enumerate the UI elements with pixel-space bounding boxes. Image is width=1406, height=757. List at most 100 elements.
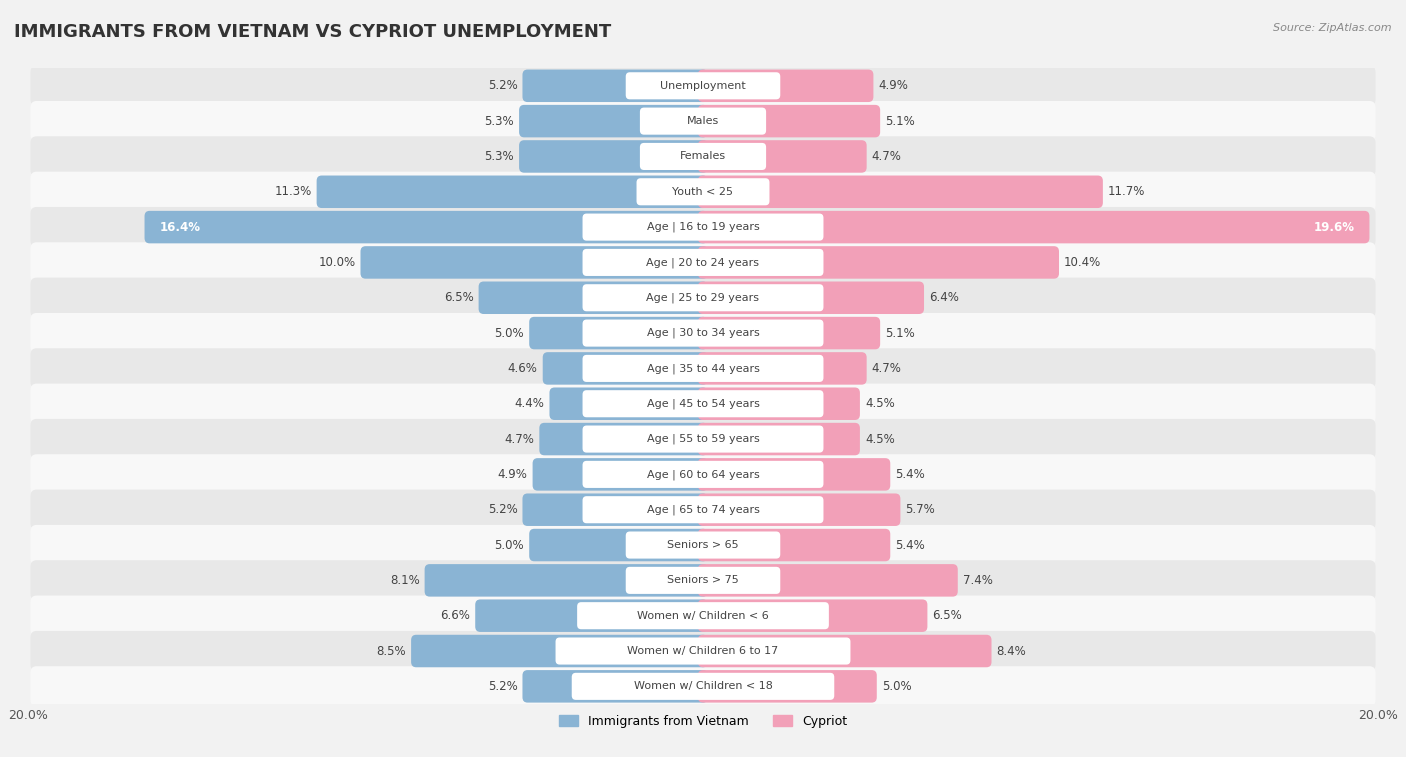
Text: Age | 25 to 29 years: Age | 25 to 29 years	[647, 292, 759, 303]
Text: 5.2%: 5.2%	[488, 503, 517, 516]
FancyBboxPatch shape	[697, 352, 866, 385]
Text: 6.5%: 6.5%	[444, 291, 474, 304]
FancyBboxPatch shape	[697, 317, 880, 349]
Text: 10.0%: 10.0%	[318, 256, 356, 269]
Text: 6.4%: 6.4%	[929, 291, 959, 304]
Text: Age | 60 to 64 years: Age | 60 to 64 years	[647, 469, 759, 480]
FancyBboxPatch shape	[31, 242, 1375, 282]
FancyBboxPatch shape	[31, 419, 1375, 459]
FancyBboxPatch shape	[582, 249, 824, 276]
FancyBboxPatch shape	[550, 388, 709, 420]
FancyBboxPatch shape	[697, 388, 860, 420]
Text: 8.4%: 8.4%	[997, 644, 1026, 658]
FancyBboxPatch shape	[582, 390, 824, 417]
FancyBboxPatch shape	[31, 525, 1375, 565]
FancyBboxPatch shape	[533, 458, 709, 491]
Text: 5.4%: 5.4%	[896, 468, 925, 481]
FancyBboxPatch shape	[697, 423, 860, 455]
Text: 6.6%: 6.6%	[440, 609, 470, 622]
FancyBboxPatch shape	[555, 637, 851, 665]
Text: 5.3%: 5.3%	[485, 114, 515, 128]
Text: Unemployment: Unemployment	[661, 81, 745, 91]
FancyBboxPatch shape	[697, 105, 880, 137]
Text: 16.4%: 16.4%	[160, 220, 201, 234]
Text: Age | 35 to 44 years: Age | 35 to 44 years	[647, 363, 759, 374]
FancyBboxPatch shape	[523, 494, 709, 526]
FancyBboxPatch shape	[31, 172, 1375, 212]
FancyBboxPatch shape	[31, 278, 1375, 318]
Text: 7.4%: 7.4%	[963, 574, 993, 587]
FancyBboxPatch shape	[519, 105, 709, 137]
Text: 6.5%: 6.5%	[932, 609, 962, 622]
Text: Source: ZipAtlas.com: Source: ZipAtlas.com	[1274, 23, 1392, 33]
Text: Males: Males	[688, 116, 718, 126]
FancyBboxPatch shape	[697, 494, 900, 526]
FancyBboxPatch shape	[697, 211, 1369, 243]
FancyBboxPatch shape	[529, 317, 709, 349]
Text: Age | 30 to 34 years: Age | 30 to 34 years	[647, 328, 759, 338]
Text: 4.5%: 4.5%	[865, 397, 894, 410]
Text: Females: Females	[681, 151, 725, 161]
Text: 5.4%: 5.4%	[896, 538, 925, 552]
FancyBboxPatch shape	[360, 246, 709, 279]
FancyBboxPatch shape	[523, 70, 709, 102]
FancyBboxPatch shape	[582, 425, 824, 453]
Text: Women w/ Children < 6: Women w/ Children < 6	[637, 611, 769, 621]
FancyBboxPatch shape	[697, 70, 873, 102]
FancyBboxPatch shape	[31, 454, 1375, 494]
Text: Seniors > 75: Seniors > 75	[666, 575, 740, 585]
Text: 4.4%: 4.4%	[515, 397, 544, 410]
Text: 5.0%: 5.0%	[495, 326, 524, 340]
FancyBboxPatch shape	[640, 107, 766, 135]
Text: Age | 20 to 24 years: Age | 20 to 24 years	[647, 257, 759, 268]
FancyBboxPatch shape	[31, 596, 1375, 636]
Text: 5.1%: 5.1%	[886, 114, 915, 128]
FancyBboxPatch shape	[529, 529, 709, 561]
FancyBboxPatch shape	[582, 284, 824, 311]
FancyBboxPatch shape	[31, 666, 1375, 706]
FancyBboxPatch shape	[316, 176, 709, 208]
FancyBboxPatch shape	[478, 282, 709, 314]
FancyBboxPatch shape	[697, 635, 991, 667]
FancyBboxPatch shape	[31, 101, 1375, 142]
FancyBboxPatch shape	[697, 176, 1102, 208]
Text: 5.2%: 5.2%	[488, 79, 517, 92]
FancyBboxPatch shape	[31, 207, 1375, 248]
Text: 8.1%: 8.1%	[389, 574, 419, 587]
FancyBboxPatch shape	[697, 246, 1059, 279]
FancyBboxPatch shape	[697, 140, 866, 173]
Text: 11.3%: 11.3%	[274, 185, 312, 198]
Text: 5.7%: 5.7%	[905, 503, 935, 516]
Text: Women w/ Children 6 to 17: Women w/ Children 6 to 17	[627, 646, 779, 656]
Legend: Immigrants from Vietnam, Cypriot: Immigrants from Vietnam, Cypriot	[554, 710, 852, 733]
Text: 8.5%: 8.5%	[377, 644, 406, 658]
Text: 10.4%: 10.4%	[1064, 256, 1101, 269]
FancyBboxPatch shape	[572, 673, 834, 700]
FancyBboxPatch shape	[31, 384, 1375, 424]
FancyBboxPatch shape	[582, 496, 824, 523]
FancyBboxPatch shape	[637, 178, 769, 205]
Text: 4.7%: 4.7%	[872, 362, 901, 375]
FancyBboxPatch shape	[626, 72, 780, 99]
FancyBboxPatch shape	[519, 140, 709, 173]
Text: 4.9%: 4.9%	[879, 79, 908, 92]
FancyBboxPatch shape	[582, 213, 824, 241]
FancyBboxPatch shape	[576, 602, 830, 629]
Text: 4.9%: 4.9%	[498, 468, 527, 481]
FancyBboxPatch shape	[582, 319, 824, 347]
FancyBboxPatch shape	[425, 564, 709, 597]
Text: 5.3%: 5.3%	[485, 150, 515, 163]
Text: 5.2%: 5.2%	[488, 680, 517, 693]
FancyBboxPatch shape	[31, 490, 1375, 530]
Text: Age | 65 to 74 years: Age | 65 to 74 years	[647, 504, 759, 515]
Text: 4.5%: 4.5%	[865, 432, 894, 446]
Text: Age | 45 to 54 years: Age | 45 to 54 years	[647, 398, 759, 409]
FancyBboxPatch shape	[475, 600, 709, 632]
Text: 19.6%: 19.6%	[1313, 220, 1354, 234]
Text: 5.0%: 5.0%	[495, 538, 524, 552]
FancyBboxPatch shape	[697, 600, 928, 632]
FancyBboxPatch shape	[523, 670, 709, 702]
FancyBboxPatch shape	[540, 423, 709, 455]
Text: Women w/ Children < 18: Women w/ Children < 18	[634, 681, 772, 691]
FancyBboxPatch shape	[31, 66, 1375, 106]
